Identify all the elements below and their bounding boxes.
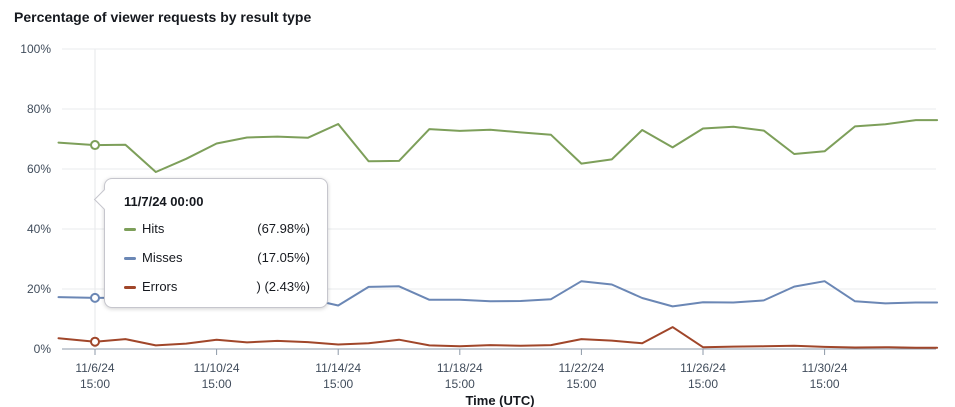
y-tick-label: 60% bbox=[27, 162, 51, 176]
chart-title: Percentage of viewer requests by result … bbox=[14, 9, 312, 25]
x-tick-time: 15:00 bbox=[688, 377, 718, 391]
x-tick-date: 11/14/24 bbox=[315, 361, 361, 375]
x-tick-time: 15:00 bbox=[566, 377, 596, 391]
errors-swatch bbox=[124, 286, 136, 289]
tooltip-value: (67.98%) bbox=[257, 221, 310, 236]
gridlines bbox=[62, 48, 936, 350]
y-axis-ticks: 0% 20% 40% 60% 80% 100% bbox=[20, 42, 51, 356]
x-tick-time: 15:00 bbox=[202, 377, 232, 391]
tooltip-row-hits: Hits (67.98%) bbox=[124, 221, 320, 239]
tooltip-label: Misses bbox=[142, 250, 183, 265]
y-tick-label: 20% bbox=[27, 282, 51, 296]
y-tick-label: 80% bbox=[27, 102, 51, 116]
x-tick-date: 11/26/24 bbox=[680, 361, 726, 375]
x-tick-date: 11/18/24 bbox=[437, 361, 483, 375]
tooltip-value: ) (2.43%) bbox=[256, 279, 310, 294]
y-tick-label: 100% bbox=[20, 42, 51, 56]
hits-swatch bbox=[124, 228, 136, 231]
tooltip-label: Hits bbox=[142, 221, 165, 236]
x-tick-date: 11/22/24 bbox=[558, 361, 604, 375]
x-tick-time: 15:00 bbox=[445, 377, 475, 391]
hover-markers bbox=[90, 140, 100, 347]
hover-point-misses bbox=[90, 292, 100, 303]
x-tick-date: 11/10/24 bbox=[194, 361, 240, 375]
misses-swatch bbox=[124, 257, 136, 260]
x-axis-title: Time (UTC) bbox=[465, 393, 534, 407]
tooltip-title: 11/7/24 00:00 bbox=[124, 194, 204, 209]
hover-point-hits bbox=[90, 140, 100, 151]
tooltip-label: Errors bbox=[142, 279, 178, 294]
series-line-hits[interactable] bbox=[57, 119, 939, 173]
x-tick-date: 11/6/24 bbox=[75, 361, 114, 375]
x-tick-time: 15:00 bbox=[810, 377, 840, 391]
series-line-errors[interactable] bbox=[57, 326, 939, 349]
tooltip-value: (17.05%) bbox=[257, 250, 310, 265]
x-tick-time: 15:00 bbox=[80, 377, 110, 391]
tooltip-row-errors: Errors ) (2.43%) bbox=[124, 279, 320, 297]
x-tick-date: 11/30/24 bbox=[802, 361, 848, 375]
y-tick-label: 0% bbox=[34, 342, 52, 356]
tooltip-row-misses: Misses (17.05%) bbox=[124, 250, 320, 268]
y-tick-label: 40% bbox=[27, 222, 51, 236]
x-axis-ticks: 11/6/24 15:00 11/10/24 15:00 11/14/24 15:00 11… bbox=[75, 349, 848, 391]
tooltip: 11/7/24 00:00 Hits (67.98%) Misses (17.0… bbox=[93, 178, 328, 308]
x-tick-time: 15:00 bbox=[323, 377, 353, 391]
hover-point-errors bbox=[90, 336, 100, 347]
